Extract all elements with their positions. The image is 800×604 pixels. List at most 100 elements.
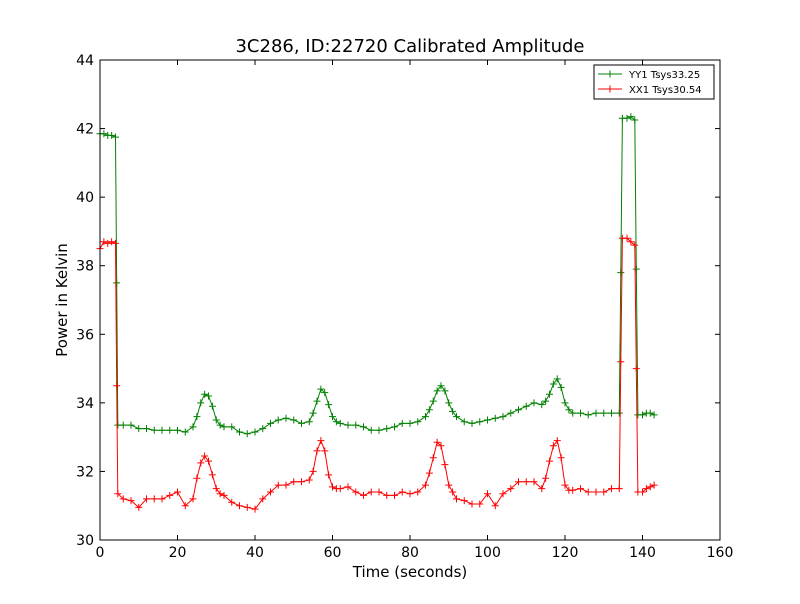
data-point — [236, 428, 243, 436]
data-point — [565, 406, 573, 414]
series-line-1 — [99, 237, 655, 510]
data-point — [360, 491, 367, 499]
data-point — [449, 488, 457, 496]
data-point — [193, 474, 201, 482]
data-point — [113, 279, 121, 287]
data-point — [208, 402, 216, 410]
data-point — [212, 416, 220, 424]
data-point — [228, 498, 236, 506]
data-point — [592, 488, 600, 496]
data-point — [515, 478, 522, 486]
data-point — [608, 409, 615, 417]
data-point — [305, 418, 313, 426]
data-point — [546, 457, 553, 465]
data-point — [499, 490, 507, 498]
data-point — [507, 485, 515, 493]
data-point — [441, 387, 449, 395]
data-point — [406, 490, 414, 498]
data-point — [352, 421, 360, 429]
data-point — [104, 239, 112, 247]
data-point — [491, 502, 499, 510]
data-point — [313, 447, 321, 455]
legend-label-0: YY1 Tsys33.25 — [628, 70, 700, 81]
data-point — [189, 495, 197, 503]
data-point — [332, 418, 340, 426]
data-point — [617, 358, 625, 366]
data-point — [108, 131, 116, 139]
x-tick-label: 60 — [324, 545, 342, 561]
data-point — [220, 423, 228, 431]
data-point — [212, 485, 220, 493]
data-point — [143, 425, 150, 433]
x-tick-label: 80 — [401, 545, 419, 561]
data-point — [309, 409, 317, 417]
x-axis-label: Time (seconds) — [352, 563, 468, 581]
data-point — [282, 414, 290, 422]
data-point — [243, 430, 251, 438]
data-point — [344, 483, 352, 491]
data-point — [391, 423, 398, 431]
data-point — [150, 495, 158, 503]
data-point — [530, 399, 538, 407]
data-point — [290, 416, 298, 424]
data-point — [197, 459, 205, 467]
data-point — [216, 421, 224, 429]
plot-area — [96, 113, 658, 513]
data-point — [259, 495, 267, 503]
data-point — [108, 238, 116, 246]
data-point — [646, 483, 654, 491]
data-point — [135, 425, 143, 433]
data-point — [425, 406, 433, 414]
y-axis-label: Power in Kelvin — [53, 243, 71, 357]
data-point — [422, 413, 429, 421]
data-point — [468, 500, 476, 508]
data-point — [476, 418, 484, 426]
data-point — [119, 421, 127, 429]
data-point — [553, 375, 561, 383]
y-tick-label: 32 — [76, 464, 94, 480]
data-point — [336, 485, 344, 493]
data-point — [100, 238, 108, 246]
data-point — [623, 234, 631, 242]
data-point — [642, 485, 650, 493]
data-point — [398, 419, 406, 427]
data-point — [181, 428, 189, 436]
data-point — [584, 411, 592, 419]
data-point — [325, 401, 333, 409]
data-point — [600, 488, 608, 496]
data-point — [174, 426, 181, 434]
x-tick-label: 20 — [169, 545, 187, 561]
data-point — [383, 425, 391, 433]
data-point — [414, 488, 422, 496]
data-point — [549, 442, 557, 450]
data-point — [632, 265, 640, 273]
y-tick-label: 44 — [76, 53, 94, 69]
data-point — [577, 485, 584, 493]
data-point — [631, 116, 639, 124]
data-point — [584, 488, 592, 496]
data-point — [236, 502, 243, 510]
series-line-0 — [100, 116, 655, 435]
data-point — [569, 409, 577, 417]
data-point — [197, 399, 205, 407]
data-point — [549, 380, 557, 388]
data-point — [317, 437, 325, 445]
data-point — [499, 413, 507, 421]
data-point — [542, 397, 550, 405]
data-point — [158, 495, 166, 503]
data-point — [360, 423, 367, 431]
data-point — [375, 488, 383, 496]
legend-box — [593, 64, 715, 100]
x-tick-label: 0 — [96, 545, 105, 561]
data-point — [383, 491, 391, 499]
data-point — [650, 481, 658, 489]
data-point — [615, 409, 623, 417]
data-point — [205, 392, 212, 400]
legend-marker-1 — [606, 85, 614, 93]
data-point — [561, 399, 569, 407]
data-point — [639, 488, 646, 496]
data-point — [112, 133, 119, 141]
data-point — [166, 426, 174, 434]
legend-marker-0 — [606, 70, 614, 78]
data-point — [592, 409, 600, 417]
